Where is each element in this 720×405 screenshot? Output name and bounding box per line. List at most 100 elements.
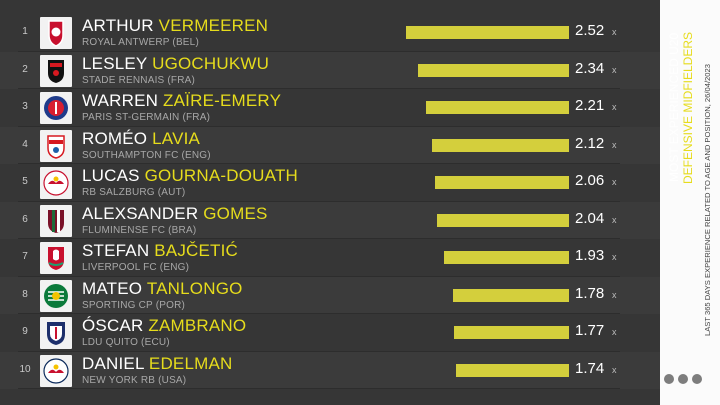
rank-label: 1 [22,26,28,37]
fluminense-crest-icon [40,204,72,237]
bar-row: 9 ÓSCAR ZAMBRANO LDU QUITO (ECU) 1.77 x [0,314,660,352]
player-name: ALEXSANDER GOMES [82,204,268,224]
unit-label: x [612,327,617,337]
bar [431,138,569,152]
bar [453,288,569,302]
bar [425,101,569,114]
bar [456,363,569,377]
rank-label: 6 [22,213,28,225]
rank-label: 4 [22,138,28,150]
rank-label: 10 [19,363,31,375]
row-divider [18,200,620,202]
row-divider [18,350,620,352]
rennes-crest-icon [40,54,72,87]
value-label: 1.77 [575,322,605,339]
bar-row: 7 STEFAN BAJČETIĆ LIVERPOOL FC (ENG) 1.93 x [0,239,660,277]
bar-row: 8 MATEO TANLONGO SPORTING CP (POR) 1.78 x [0,276,660,314]
salzburg-crest-icon [40,167,72,199]
bar [454,326,569,339]
bar [436,213,569,227]
antwerp-crest-icon [40,17,72,49]
rank-label: 5 [22,176,28,187]
value-label: 1.78 [575,284,605,302]
player-name: STEFAN BAJČETIĆ [82,241,238,261]
bar-row: 4 ROMÉO LAVIA SOUTHAMPTON FC (ENG) 2.12 x [0,126,660,164]
player-first-name: STEFAN [82,241,155,260]
player-last-name: GOMES [203,203,268,223]
row-divider [18,88,620,89]
row-divider [18,275,620,277]
unit-label: x [612,139,617,150]
player-first-name: LUCAS [82,166,145,185]
club-label: PARIS ST-GERMAIN (FRA) [82,112,211,123]
player-name: ÓSCAR ZAMBRANO [82,316,246,336]
club-label: FLUMINENSE FC (BRA) [82,224,197,236]
value-label: 2.34 [575,59,605,77]
unit-label: x [612,177,617,187]
bar-row: 1 ARTHUR VERMEEREN ROYAL ANTWERP (BEL) 2.52… [0,14,660,52]
player-first-name: ARTHUR [82,16,159,35]
psg-crest-icon [40,92,72,124]
player-last-name: ZAMBRANO [148,316,247,335]
player-name: WARREN ZAÏRE-EMERY [82,91,281,111]
unit-label: x [612,252,617,262]
player-name: MATEO TANLONGO [82,279,243,299]
player-last-name: ZAÏRE-EMERY [163,91,282,110]
player-last-name: BAJČETIĆ [154,241,239,260]
nyrb-crest-icon [40,354,72,387]
value-label: 1.74 [575,359,605,377]
player-name: ARTHUR VERMEEREN [82,16,268,36]
club-label: NEW YORK RB (USA) [82,374,187,386]
value-label: 2.52 [575,22,605,39]
value-label: 2.21 [575,97,605,114]
player-first-name: DANIEL [82,353,149,373]
value-label: 2.04 [575,209,605,227]
row-divider [18,50,620,52]
bar-row: 2 LESLEY UGOCHUKWU STADE RENNAIS (FRA) 2.34… [0,51,660,89]
club-label: SOUTHAMPTON FC (ENG) [82,149,211,161]
player-first-name: WARREN [82,91,164,110]
unit-label: x [612,102,617,112]
club-label: ROYAL ANTWERP (BEL) [82,37,199,48]
player-last-name: EDELMAN [148,353,233,373]
player-name: DANIEL EDELMAN [82,354,233,374]
unit-label: x [612,64,617,75]
bar [435,176,569,189]
chart-heading: MOST EXPERIENCED U20 DEFENSIVE MIDFIELDE… [662,8,720,338]
club-label: SPORTING CP (POR) [82,299,186,311]
bar-row: 10 DANIEL EDELMAN NEW YORK RB (USA) 1.74 x [0,351,660,389]
player-last-name: VERMEEREN [158,16,269,35]
row-divider [18,238,620,239]
player-last-name: LAVIA [152,128,201,148]
rank-label: 8 [22,288,28,300]
player-last-name: UGOCHUKWU [152,53,270,73]
row-divider [18,125,620,127]
bar-row: 6 ALEXSANDER GOMES FLUMINENSE FC (BRA) 2.04… [0,201,660,239]
unit-label: x [612,364,617,375]
row-divider [18,388,620,389]
liverpool-crest-icon [40,242,72,274]
player-first-name: ALEXSANDER [82,203,204,223]
value-label: 1.93 [575,247,605,264]
chart-title: MOST EXPERIENCED U20 [667,32,681,182]
sporting-crest-icon [40,279,72,312]
bar [443,251,569,264]
player-first-name: ÓSCAR [82,316,149,335]
chart-note: LAST 365 DAYS EXPERIENCE RELATED TO AGE … [703,64,712,336]
rank-label: 9 [22,326,28,337]
chart-subtitle: DEFENSIVE MIDFIELDERS [681,31,695,184]
club-label: STADE RENNAIS (FRA) [82,74,196,86]
club-label: LIVERPOOL FC (ENG) [82,262,190,273]
bar-row: 3 WARREN ZAÏRE-EMERY PARIS ST-GERMAIN (FRA… [0,89,660,127]
unit-label: x [612,27,617,37]
row-divider [18,313,620,314]
player-name: LUCAS GOURNA-DOUATH [82,166,298,186]
unit-label: x [612,289,617,300]
club-label: LDU QUITO (ECU) [82,337,170,348]
player-first-name: LESLEY [82,53,153,73]
player-last-name: GOURNA-DOUATH [144,166,299,185]
player-name: ROMÉO LAVIA [82,129,200,149]
club-label: RB SALZBURG (AUT) [82,187,186,198]
player-first-name: MATEO [82,278,147,298]
ldu-crest-icon [40,317,72,349]
